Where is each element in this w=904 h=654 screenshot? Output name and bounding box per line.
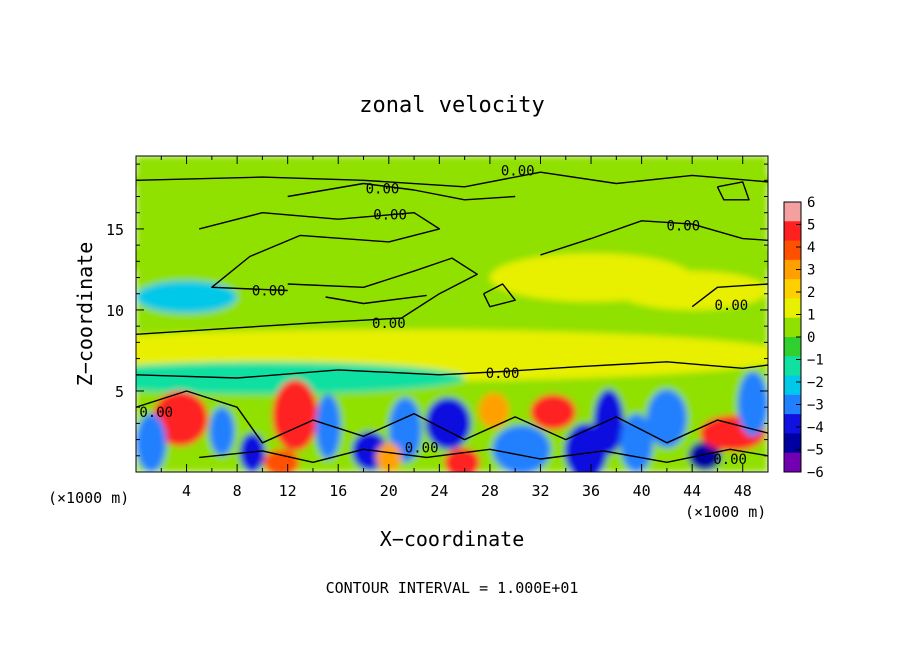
x-tick-label: 28 [481, 482, 499, 500]
x-tick-label: 36 [582, 482, 600, 500]
colorbar-segment [784, 279, 801, 299]
colorbar-tick-label: −2 [807, 375, 824, 391]
x-tick-label: 12 [279, 482, 297, 500]
contour-lines [136, 171, 768, 463]
zero-contour [716, 181, 750, 201]
colorbar-tick-label: 6 [807, 195, 815, 211]
colorbar-tick-label: −6 [807, 465, 824, 481]
colorbar-tick-label: 3 [807, 263, 815, 279]
contour-interval-note: CONTOUR INTERVAL = 1.000E+01 [326, 579, 579, 597]
x-tick-label: 48 [734, 482, 752, 500]
contour-label: 0.00 [139, 405, 173, 421]
velocity-field [136, 156, 768, 472]
contour-label: 0.00 [373, 207, 407, 223]
colorbar-segment [784, 317, 801, 338]
colorbar-segment [784, 356, 801, 377]
colorbar-tick-label: 0 [807, 330, 815, 346]
zero-contour [199, 448, 768, 463]
plot-frame [135, 155, 769, 473]
contour-labels: 0.00 0.00 0.00 0.00 0.00 0.00 0.00 0.00 0.00 0.00… [139, 164, 748, 468]
colorbar-segment [784, 221, 801, 242]
zero-contour [482, 283, 516, 308]
y-ticks: 5 10 15 [106, 163, 768, 457]
x-tick-label: 4 [182, 482, 191, 500]
colorbar-segment [784, 433, 801, 454]
colorbar-tick-label: 1 [807, 308, 815, 324]
zero-contour [287, 182, 516, 201]
y-tick-label: 5 [115, 383, 124, 401]
x-unit-right: (×1000 m) [685, 503, 766, 521]
zero-contour [199, 212, 441, 292]
x-unit-left: (×1000 m) [48, 489, 129, 507]
contour-label: 0.00 [366, 181, 400, 197]
colorbar-segment [784, 337, 801, 357]
chart-title: zonal velocity [359, 93, 544, 118]
colorbar-tick-label: 4 [807, 240, 815, 256]
colorbar-segment [784, 259, 801, 280]
colorbar-segment [784, 452, 801, 473]
x-tick-label: 16 [329, 482, 347, 500]
x-axis-label: X−coordinate [380, 527, 525, 551]
zero-contour [691, 283, 768, 308]
colorbar-segment [784, 298, 801, 319]
zero-contour [540, 220, 768, 256]
contour-label: 0.00 [501, 164, 535, 180]
contour-label: 0.00 [486, 366, 520, 382]
contour-label: 0.00 [714, 298, 748, 314]
contour-label: 0.00 [372, 316, 406, 332]
contour-label: 0.00 [405, 441, 439, 457]
colorbar-tick-label: −3 [807, 398, 824, 414]
colorbar-tick-label: −5 [807, 443, 824, 459]
x-tick-label: 32 [531, 482, 549, 500]
y-tick-label: 15 [106, 221, 124, 239]
colorbar-tick-label: 5 [807, 218, 815, 234]
zero-contour [136, 361, 768, 379]
zero-contour [136, 390, 768, 444]
contour-label: 0.00 [713, 452, 747, 468]
x-ticks: 4 8 12 16 20 24 28 32 36 40 44 48 [160, 156, 752, 500]
y-axis-label: Z−coordinate [73, 242, 97, 387]
colorbar-tick-label: 2 [807, 285, 815, 301]
colorbar: 6 5 4 3 2 1 0 −1 −2 −3 −4 −5 −6 [783, 195, 824, 481]
y-tick-label: 10 [106, 302, 124, 320]
x-tick-label: 24 [430, 482, 448, 500]
colorbar-segment [784, 394, 801, 415]
colorbar-segment [784, 414, 801, 434]
colorbar-segment [784, 240, 801, 261]
x-tick-label: 8 [233, 482, 242, 500]
zero-contour [136, 257, 478, 335]
x-tick-label: 40 [633, 482, 651, 500]
contour-label: 0.00 [666, 219, 700, 235]
colorbar-segment [784, 375, 801, 396]
contour-label: 0.00 [252, 284, 286, 300]
colorbar-segment [784, 202, 801, 222]
x-tick-label: 20 [380, 482, 398, 500]
zero-contour [136, 171, 768, 188]
zero-contour [325, 294, 427, 305]
colorbar-tick-label: −1 [807, 353, 824, 369]
colorbar-tick-label: −4 [807, 420, 824, 436]
plot-area: 0.00 0.00 0.00 0.00 0.00 0.00 0.00 0.00 0.00 0.00… [106, 155, 769, 500]
x-tick-label: 44 [683, 482, 701, 500]
